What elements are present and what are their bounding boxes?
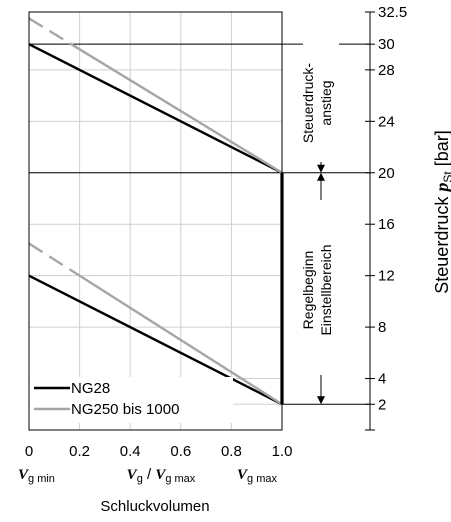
lower-band-text-line-0: Regelbeginn — [300, 251, 316, 330]
upper-band-arrow-head-bottom — [317, 164, 325, 173]
y-tick-label-7: 28 — [378, 62, 395, 79]
x-marker-vg-ratio-part-3: V — [155, 467, 167, 483]
y-tick-label-0: 2 — [378, 396, 386, 413]
lower-band-text-line-1: Einstellbereich — [318, 244, 334, 335]
legend-label-1: NG250 bis 1000 — [71, 401, 179, 418]
x-marker-vg-min: Vg min — [18, 467, 55, 485]
series-1-lower-line — [78, 274, 283, 406]
y-tick-label-3: 12 — [378, 268, 395, 285]
x-marker-vg-max-part-1: g max — [247, 473, 277, 485]
x-tick-label-2: 0.4 — [120, 443, 141, 460]
legend-label-0: NG28 — [71, 380, 110, 397]
series-layer — [28, 17, 284, 406]
grid — [29, 12, 282, 430]
lower-band-text-bg — [303, 200, 339, 375]
y-axis-title-subscript: St — [441, 171, 451, 183]
y-axis-title-main: Steuerdruck — [432, 192, 451, 294]
x-marker-vg-ratio: Vg / Vg max — [127, 466, 196, 485]
y-tick-label-5: 20 — [378, 165, 395, 182]
x-marker-vg-ratio-part-1: g — [137, 473, 143, 485]
x-tick-label-0: 0 — [25, 443, 33, 460]
annotations: Steuerdruck-anstieg Regelbeginn Einstellbe… — [300, 42, 339, 405]
series-1-upper-line — [78, 48, 283, 174]
y-tick-label-6: 24 — [378, 113, 395, 130]
lower-band-arrow-head-top — [317, 172, 325, 181]
upper-band-text-line-0: Steuerdruck- — [300, 63, 316, 143]
x-marker-vg-min-part-1: g min — [28, 473, 55, 485]
x-axis: 0 0.2 0.4 0.6 0.8 1.0Vg min Vg / Vg max Vg maxS… — [18, 443, 292, 515]
x-tick-label-4: 0.8 — [221, 443, 242, 460]
y-tick-label-8: 30 — [378, 36, 395, 53]
x-tick-label-1: 0.2 — [69, 443, 90, 460]
x-marker-vg-ratio-part-0: V — [127, 467, 139, 483]
upper-band-text-line-1: anstieg — [318, 80, 334, 125]
y-tick-label-9: 32.5 — [378, 4, 407, 21]
series-1-lower-dashed — [28, 242, 81, 277]
x-marker-vg-max-part-0: V — [237, 467, 249, 483]
plot-frame — [28, 11, 283, 431]
plot-border — [28, 11, 283, 431]
legend-box — [30, 377, 233, 423]
y-tick-label-4: 16 — [378, 216, 395, 233]
x-marker-vg-ratio-part-4: g max — [165, 473, 195, 485]
series-0-lower-line — [28, 274, 283, 406]
y-tick-label-1: 4 — [378, 371, 386, 388]
y-tick-label-2: 8 — [378, 319, 386, 336]
x-marker-vg-ratio-part-2: / — [143, 466, 156, 483]
x-tick-label-5: 1.0 — [272, 443, 293, 460]
x-axis-title: Schluckvolumen — [100, 498, 209, 515]
y-axis-title-symbol: p — [432, 183, 451, 194]
lower-band-arrow-head-bottom — [317, 396, 325, 405]
series-0-upper-line — [28, 43, 283, 174]
upper-band-text-bg — [303, 42, 339, 162]
x-tick-label-3: 0.6 — [170, 443, 191, 460]
y-axis-title-unit: [bar] — [432, 130, 451, 171]
series-1-upper-dashed — [28, 17, 81, 51]
y-axis-title: Steuerdruck pSt [bar] — [432, 130, 451, 293]
x-marker-vg-min-part-0: V — [18, 467, 30, 483]
x-marker-vg-max: Vg max — [237, 467, 277, 485]
legend: NG28 NG250 bis 1000 — [30, 377, 233, 423]
